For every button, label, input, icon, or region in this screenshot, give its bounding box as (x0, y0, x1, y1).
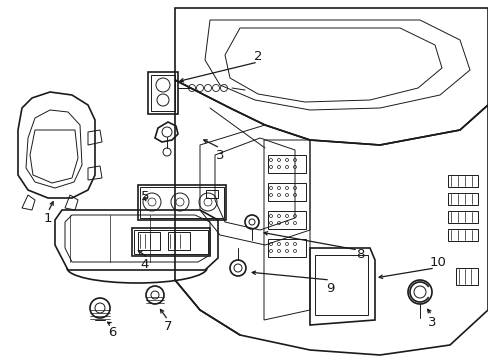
Text: 7: 7 (163, 320, 172, 333)
Bar (168, 232, 190, 250)
Bar (132, 228, 209, 256)
Text: 3: 3 (427, 315, 435, 328)
Text: 5: 5 (141, 189, 149, 202)
Bar (148, 72, 178, 114)
Bar (140, 187, 224, 218)
Bar (205, 190, 218, 198)
Bar (138, 232, 160, 250)
Text: 9: 9 (325, 282, 333, 294)
Text: 1: 1 (43, 212, 52, 225)
Bar (134, 230, 207, 254)
Bar (151, 75, 175, 111)
Text: 10: 10 (428, 256, 446, 269)
Bar (138, 185, 225, 220)
Text: 8: 8 (355, 248, 364, 261)
Text: 3: 3 (215, 149, 224, 162)
Text: 4: 4 (141, 258, 149, 271)
Text: 6: 6 (107, 327, 116, 339)
Text: 2: 2 (253, 50, 262, 63)
